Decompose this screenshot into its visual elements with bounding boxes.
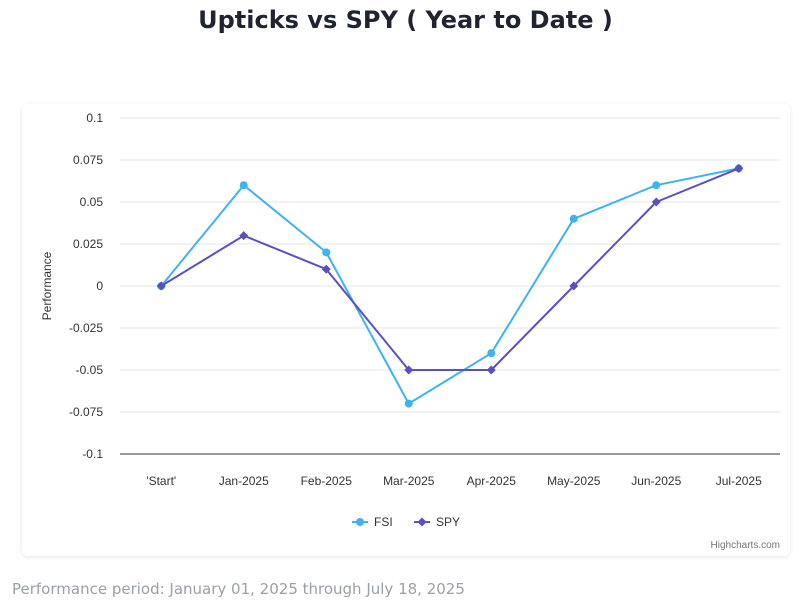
data-point-spy[interactable] (404, 365, 414, 375)
data-point-fsi[interactable] (322, 248, 331, 257)
data-point-spy[interactable] (239, 231, 249, 241)
x-tick-label: May-2025 (547, 474, 601, 488)
data-point-spy[interactable] (569, 281, 579, 291)
data-point-fsi[interactable] (239, 181, 248, 190)
x-tick-label: Mar-2025 (383, 474, 435, 488)
y-tick-label: -0.1 (82, 447, 103, 461)
data-point-fsi[interactable] (569, 214, 578, 223)
legend-item-fsi[interactable]: FSI (352, 515, 393, 529)
series-line-spy[interactable] (160, 167, 740, 371)
x-tick-label: Apr-2025 (467, 474, 517, 488)
legend-label-fsi: FSI (374, 515, 393, 529)
data-point-spy[interactable] (734, 163, 744, 173)
legend-marker-diamond-icon (417, 517, 427, 527)
legend: FSI SPY (352, 515, 460, 529)
data-point-fsi[interactable] (404, 399, 413, 408)
x-tick-label: Jul-2025 (716, 474, 762, 488)
y-tick-label: 0.05 (80, 195, 104, 209)
y-tick-label: 0.1 (86, 111, 103, 125)
data-point-fsi[interactable] (487, 349, 496, 358)
x-tick-label: Jun-2025 (631, 474, 681, 488)
data-point-spy[interactable] (651, 197, 661, 207)
x-tick-label: Jan-2025 (219, 474, 269, 488)
x-tick-label: 'Start' (146, 474, 176, 488)
data-point-spy[interactable] (486, 365, 496, 375)
data-point-fsi[interactable] (652, 181, 661, 190)
legend-label-spy: SPY (436, 515, 460, 529)
x-axis: 'Start' Jan-2025 Feb-2025 Mar-2025 Apr-2025 M… (146, 474, 762, 488)
x-tick-label: Feb-2025 (301, 474, 353, 488)
y-tick-label: -0.075 (69, 405, 103, 419)
data-point-spy[interactable] (321, 264, 331, 274)
series-group (156, 163, 744, 408)
page-title: Upticks vs SPY ( Year to Date ) (198, 6, 613, 34)
grid-lines (120, 117, 780, 455)
y-tick-label: -0.025 (69, 321, 103, 335)
series-line-fsi[interactable] (160, 167, 739, 405)
y-axis-title: Performance (40, 251, 54, 320)
legend-marker-circle-icon (356, 518, 364, 526)
y-tick-label: 0 (96, 279, 103, 293)
highcharts-credits[interactable]: Highcharts.com (710, 540, 780, 551)
y-tick-label: 0.025 (73, 237, 103, 251)
chart-container (22, 104, 790, 556)
performance-period-note: Performance period: January 01, 2025 thr… (12, 580, 465, 598)
data-point-spy[interactable] (156, 281, 166, 291)
y-axis: 0.1 0.075 0.05 0.025 0 -0.025 -0.05 -0.075 -0.1 P… (40, 111, 103, 461)
legend-item-spy[interactable]: SPY (414, 515, 460, 529)
y-tick-label: 0.075 (73, 153, 103, 167)
y-tick-label: -0.05 (76, 363, 104, 377)
